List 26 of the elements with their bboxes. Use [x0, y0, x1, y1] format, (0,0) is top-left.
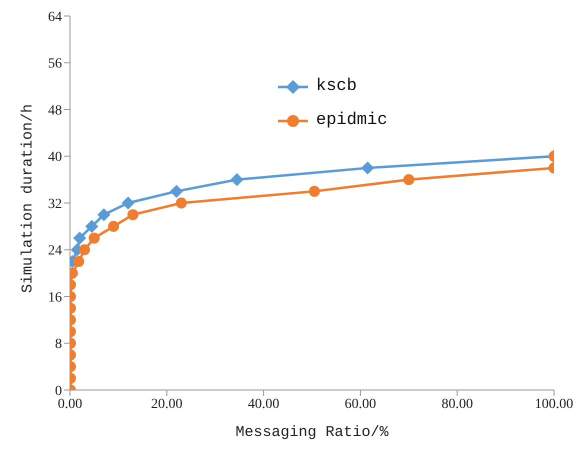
y-tick-label: 0: [55, 384, 62, 399]
x-tick-label: 100.00: [534, 396, 574, 412]
x-tick-label: 40.00: [248, 396, 280, 412]
point: [230, 173, 244, 186]
x-tick-label: 0.00: [58, 396, 82, 412]
y-tick-label: 8: [55, 337, 62, 352]
y-tick-label: 64: [48, 10, 62, 25]
y-tick-label: 48: [48, 103, 62, 118]
point: [122, 196, 135, 210]
y-tick-label: 56: [48, 56, 62, 72]
point: [73, 232, 86, 245]
x-axis-title: Messaging Ratio/%: [235, 424, 390, 441]
y-tick-label: 32: [48, 196, 62, 212]
point: [85, 220, 98, 233]
x-tick-label: 20.00: [151, 396, 183, 412]
legend-label: epidmic: [316, 110, 388, 132]
point: [170, 184, 183, 198]
legend-label: kscb: [316, 76, 357, 98]
point: [97, 208, 110, 222]
x-tick-label: 80.00: [441, 396, 473, 412]
y-axis-title: Simulation duration/h: [19, 104, 36, 293]
point: [361, 161, 374, 174]
y-tick-label: 24: [48, 244, 62, 259]
y-tick-label: 40: [48, 150, 62, 166]
x-tick-label: 60.00: [344, 396, 376, 412]
y-tick-label: 16: [48, 290, 62, 306]
